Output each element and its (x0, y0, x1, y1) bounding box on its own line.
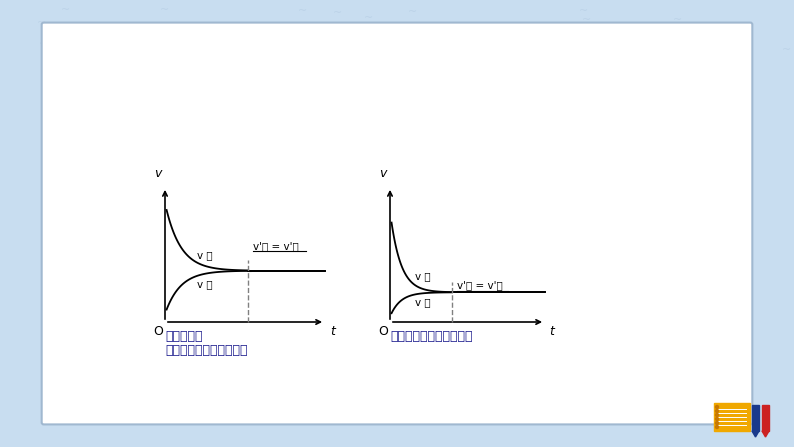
Text: t: t (549, 325, 554, 338)
Text: 使用催化剂: 使用催化剂 (165, 330, 202, 343)
Text: ~: ~ (83, 23, 93, 33)
Text: ~: ~ (579, 6, 588, 16)
Text: ~: ~ (37, 18, 46, 28)
Circle shape (715, 409, 719, 413)
Text: v 正: v 正 (197, 250, 213, 260)
Text: ~: ~ (39, 38, 48, 49)
Bar (762, 405, 769, 431)
Text: t: t (330, 325, 335, 338)
Circle shape (715, 417, 719, 421)
Text: ~: ~ (60, 5, 70, 15)
Text: ~: ~ (408, 7, 418, 17)
Text: v'正 = v'逆: v'正 = v'逆 (253, 241, 299, 251)
Text: v 逆: v 逆 (415, 297, 430, 307)
FancyBboxPatch shape (41, 23, 753, 424)
Circle shape (715, 426, 719, 429)
Bar (752, 405, 759, 431)
Text: ~: ~ (673, 15, 682, 25)
Circle shape (715, 405, 719, 409)
Text: O: O (153, 325, 163, 338)
Text: O: O (378, 325, 388, 338)
Text: v 正: v 正 (415, 271, 430, 282)
Text: ~: ~ (67, 49, 75, 59)
Circle shape (715, 422, 719, 425)
Text: ~: ~ (333, 8, 342, 18)
Text: v'正 = v'逆: v'正 = v'逆 (457, 281, 503, 291)
Text: ~: ~ (160, 5, 169, 15)
Polygon shape (762, 431, 769, 437)
Text: ~: ~ (298, 43, 306, 53)
Text: ~: ~ (239, 24, 249, 34)
Text: 减小压强（分子数不变）: 减小压强（分子数不变） (390, 330, 472, 343)
Polygon shape (752, 431, 759, 437)
Text: ~: ~ (436, 28, 445, 38)
Text: ~: ~ (440, 30, 449, 40)
Text: v 逆: v 逆 (197, 279, 213, 289)
Text: ~: ~ (364, 13, 373, 23)
Circle shape (715, 413, 719, 417)
Text: 增大压强（分子数不变）: 增大压强（分子数不变） (165, 344, 248, 357)
Text: ~: ~ (298, 6, 307, 17)
Text: ~: ~ (730, 46, 739, 57)
Text: v: v (380, 167, 387, 180)
Text: ~: ~ (581, 15, 591, 25)
Text: ~: ~ (736, 40, 746, 50)
Bar (714, 403, 750, 431)
Text: ~: ~ (781, 45, 791, 55)
Text: v: v (154, 167, 161, 180)
